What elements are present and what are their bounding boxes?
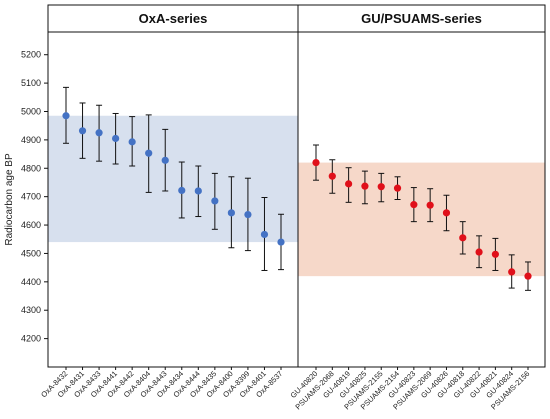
data-point	[112, 134, 120, 143]
y-tick-label: 4800	[21, 163, 41, 173]
y-tick-label: 4900	[21, 135, 41, 145]
data-point	[508, 268, 516, 276]
y-tick-label: 4700	[21, 192, 41, 202]
data-point	[161, 156, 169, 164]
data-point	[345, 180, 353, 188]
data-point	[426, 201, 434, 209]
data-point	[410, 201, 418, 209]
data-point	[194, 187, 202, 195]
y-tick-label: 4600	[21, 220, 41, 230]
data-point	[211, 197, 219, 205]
data-points	[62, 86, 532, 291]
data-point	[491, 250, 499, 258]
y-tick-label: 4200	[21, 334, 41, 344]
y-tick-label: 4400	[21, 277, 41, 287]
y-axis-title: Radiocarbon age BP	[4, 153, 15, 246]
panel-title-0: OxA-series	[139, 11, 208, 26]
data-point	[442, 209, 451, 217]
panel-title-1: GU/PSUAMS-series	[361, 11, 482, 26]
range-band-1	[298, 162, 545, 277]
y-tick-label: 4300	[21, 305, 41, 315]
data-point	[524, 272, 532, 280]
data-point	[128, 138, 136, 146]
y-tick-label: 5100	[21, 78, 41, 88]
data-point	[475, 248, 483, 256]
data-point	[393, 184, 402, 192]
data-point	[145, 149, 153, 157]
y-tick-label: 5200	[21, 50, 41, 60]
data-point	[227, 209, 235, 217]
data-point	[244, 210, 252, 219]
data-point	[377, 183, 385, 191]
data-point	[328, 172, 336, 180]
data-point	[62, 112, 70, 120]
data-point	[361, 182, 369, 190]
data-point	[178, 186, 186, 195]
panel-titles: OxA-series GU/PSUAMS-series	[139, 11, 482, 26]
y-axis: 4200 4300 4400 4500 4600 4700 4800 4900 5000 5100…	[21, 50, 48, 344]
range-band-0	[48, 115, 298, 243]
data-point	[78, 127, 87, 135]
data-point	[95, 129, 103, 137]
data-point	[459, 234, 467, 242]
y-tick-label: 5000	[21, 106, 41, 116]
plot-border	[47, 4, 546, 368]
data-point	[277, 238, 285, 246]
data-point	[312, 158, 320, 167]
y-tick-label: 4500	[21, 248, 41, 258]
range-bands	[48, 115, 545, 277]
chart-frame	[47, 4, 546, 368]
data-point	[260, 230, 269, 239]
x-axis-labels: OxA-8432OxA-8431OxA-8433OxA-8441OxA-8442…	[39, 367, 531, 411]
